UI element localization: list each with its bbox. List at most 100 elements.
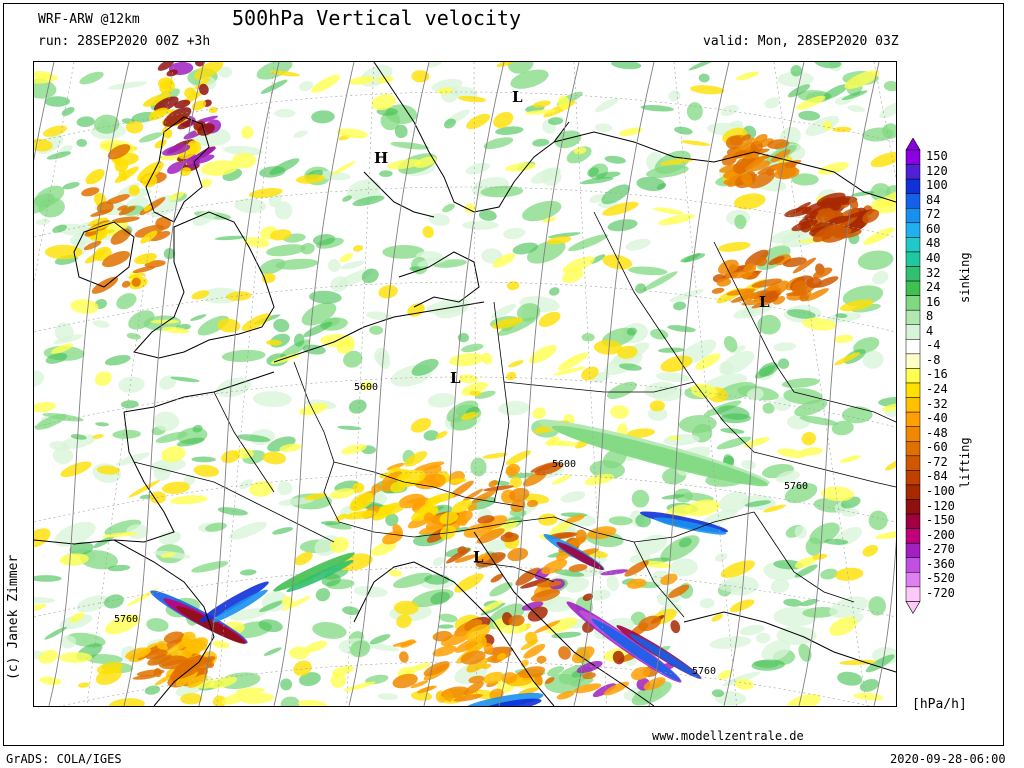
colorbar	[905, 138, 921, 615]
velocity-cell	[269, 229, 292, 241]
velocity-cell	[95, 422, 109, 427]
graticule-parallel	[34, 566, 896, 618]
velocity-cell	[783, 598, 803, 607]
velocity-cell	[275, 258, 319, 270]
velocity-cell	[298, 672, 321, 687]
velocity-cell	[820, 568, 838, 580]
velocity-cell	[661, 494, 685, 500]
velocity-cell	[237, 434, 271, 443]
velocity-cell	[52, 224, 68, 233]
velocity-cell	[312, 621, 347, 639]
velocity-cell	[45, 352, 68, 364]
velocity-cell	[77, 682, 90, 688]
velocity-cell	[107, 81, 148, 90]
colorbar-tick-label: -48	[926, 425, 948, 440]
velocity-cell	[766, 168, 775, 176]
velocity-cell	[617, 345, 638, 359]
colorbar-swatch	[905, 339, 921, 355]
velocity-cell	[52, 334, 83, 345]
velocity-cell	[557, 95, 570, 111]
velocity-cell	[183, 475, 196, 486]
velocity-cell	[346, 179, 381, 201]
velocity-cell	[526, 499, 539, 508]
velocity-cell	[725, 135, 743, 150]
velocity-cell	[62, 182, 80, 190]
velocity-cell	[343, 350, 363, 368]
velocity-cell	[156, 640, 167, 650]
velocity-cell	[378, 502, 400, 514]
velocity-cell	[281, 596, 294, 607]
velocity-cell	[521, 601, 544, 611]
colorbar-tick-label: -8	[926, 352, 941, 367]
velocity-cell	[170, 376, 200, 383]
colorbar-swatch	[905, 164, 921, 180]
isohypse-label: 5600	[552, 459, 576, 470]
velocity-cell	[798, 643, 812, 662]
velocity-cell	[454, 510, 473, 525]
velocity-cell	[602, 201, 639, 216]
velocity-cell	[626, 428, 655, 438]
velocity-cell	[176, 437, 205, 447]
velocity-cell	[483, 642, 494, 654]
velocity-cell	[150, 458, 186, 473]
figure-frame	[3, 3, 1004, 746]
velocity-cell	[289, 646, 310, 660]
velocity-cell	[193, 120, 206, 131]
velocity-cell	[404, 451, 428, 467]
velocity-cell	[711, 689, 724, 698]
velocity-cell	[673, 301, 687, 311]
velocity-cell	[483, 485, 514, 492]
velocity-cell	[448, 478, 467, 484]
velocity-cell	[512, 242, 538, 255]
velocity-cell	[799, 447, 823, 456]
velocity-cell	[657, 347, 685, 353]
velocity-cell	[524, 109, 557, 115]
velocity-cell	[592, 683, 617, 698]
velocity-cell	[626, 578, 647, 589]
velocity-cell	[191, 147, 216, 162]
velocity-cell	[390, 481, 406, 493]
velocity-cell	[777, 448, 806, 459]
velocity-cell	[851, 191, 875, 197]
velocity-cell	[399, 651, 409, 663]
velocity-cell	[509, 476, 522, 488]
velocity-cell	[551, 532, 579, 540]
colorbar-tick-label: 16	[926, 294, 941, 309]
velocity-cell	[330, 276, 349, 292]
colorbar-swatch	[905, 280, 921, 296]
velocity-cell	[853, 692, 884, 701]
velocity-cell	[761, 639, 791, 662]
velocity-cell	[536, 655, 547, 664]
velocity-cell	[377, 693, 399, 700]
velocity-cell	[530, 589, 561, 603]
velocity-cell	[478, 698, 542, 706]
velocity-cell	[34, 528, 51, 548]
velocity-cell	[309, 290, 342, 304]
velocity-cell	[128, 479, 160, 498]
velocity-cell	[734, 214, 747, 230]
velocity-cell	[491, 317, 523, 330]
velocity-cell	[52, 446, 74, 465]
velocity-cell	[644, 381, 677, 399]
velocity-cell	[266, 244, 306, 257]
colorbar-tick-label: -150	[926, 513, 955, 528]
velocity-cell	[553, 569, 585, 577]
velocity-cell	[293, 333, 305, 347]
velocity-cell	[751, 659, 785, 671]
velocity-cell	[718, 670, 732, 680]
velocity-cell	[336, 128, 369, 139]
pressure-center-low: L	[473, 548, 484, 566]
velocity-cell	[259, 258, 286, 275]
velocity-cell	[827, 215, 851, 225]
velocity-cell	[822, 121, 833, 131]
colorbar-swatch	[905, 382, 921, 398]
colorbar-swatch	[905, 193, 921, 209]
velocity-cell	[142, 93, 171, 107]
velocity-cell	[104, 614, 140, 635]
velocity-cell	[736, 137, 755, 151]
isohypse-line	[573, 62, 655, 706]
velocity-cell	[471, 490, 497, 504]
velocity-cell	[150, 319, 180, 324]
velocity-cell	[533, 620, 561, 634]
velocity-cell	[361, 268, 379, 284]
